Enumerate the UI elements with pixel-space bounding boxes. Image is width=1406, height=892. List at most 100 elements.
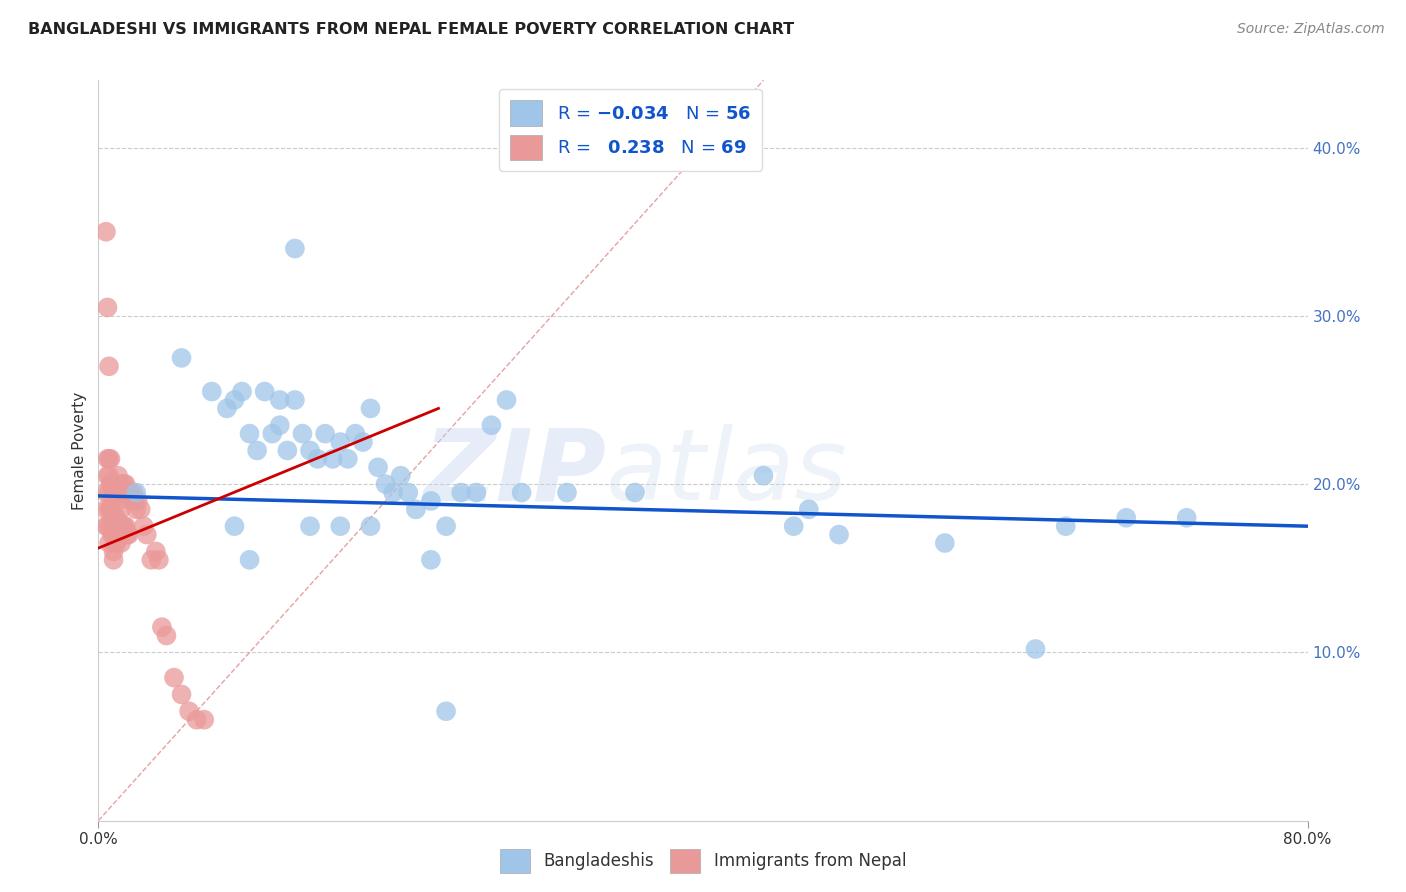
Point [555, 485, 578, 500]
Point [269, 392, 291, 407]
Point [100, 519, 122, 533]
Point [367, 460, 389, 475]
Point [114, 519, 136, 533]
Point [141, 553, 163, 567]
Point [105, 485, 128, 500]
Point [360, 401, 382, 416]
Point [105, 536, 128, 550]
Point [98, 468, 121, 483]
Point [100, 451, 122, 466]
Point [344, 426, 367, 441]
Point [96, 519, 118, 533]
Point [127, 494, 149, 508]
Point [420, 553, 443, 567]
Point [752, 468, 775, 483]
Point [94, 502, 117, 516]
Point [125, 485, 148, 500]
Point [94, 485, 117, 500]
Point [284, 242, 307, 256]
Point [179, 704, 201, 718]
Point [215, 401, 238, 416]
Point [396, 485, 419, 500]
Point [797, 502, 820, 516]
Point [107, 527, 129, 541]
Point [201, 384, 224, 399]
Legend: Bangladeshis, Immigrants from Nepal: Bangladeshis, Immigrants from Nepal [494, 842, 912, 880]
Point [420, 494, 443, 508]
Point [170, 351, 193, 365]
Point [246, 443, 269, 458]
Point [405, 502, 427, 516]
Point [98, 485, 121, 500]
Point [193, 713, 215, 727]
Point [103, 485, 125, 500]
Point [129, 502, 152, 516]
Point [107, 468, 129, 483]
Point [98, 359, 121, 374]
Point [360, 519, 382, 533]
Point [624, 485, 647, 500]
Point [352, 435, 374, 450]
Point [434, 519, 457, 533]
Point [336, 451, 359, 466]
Point [100, 502, 122, 516]
Point [934, 536, 956, 550]
Point [105, 510, 128, 524]
Point [1054, 519, 1077, 533]
Point [163, 671, 186, 685]
Point [299, 443, 322, 458]
Point [1175, 510, 1198, 524]
Point [112, 477, 135, 491]
Point [104, 510, 127, 524]
Point [224, 519, 246, 533]
Point [118, 485, 141, 500]
Point [276, 443, 298, 458]
Point [121, 494, 143, 508]
Text: ZIP: ZIP [423, 425, 606, 521]
Point [98, 451, 121, 466]
Point [450, 485, 472, 500]
Text: atlas: atlas [606, 425, 848, 521]
Point [135, 527, 157, 541]
Point [108, 519, 131, 533]
Point [434, 704, 457, 718]
Point [481, 418, 503, 433]
Point [783, 519, 806, 533]
Point [314, 426, 336, 441]
Point [389, 468, 412, 483]
Point [103, 510, 125, 524]
Point [495, 392, 517, 407]
Point [115, 485, 138, 500]
Point [231, 384, 253, 399]
Point [253, 384, 276, 399]
Point [1024, 642, 1046, 657]
Point [110, 477, 132, 491]
Point [115, 527, 138, 541]
Point [186, 713, 208, 727]
Point [291, 426, 314, 441]
Point [96, 451, 118, 466]
Point [382, 485, 405, 500]
Point [262, 426, 284, 441]
Point [170, 688, 193, 702]
Point [155, 628, 177, 642]
Point [107, 494, 129, 508]
Point [98, 536, 121, 550]
Point [224, 392, 246, 407]
Point [329, 519, 352, 533]
Point [122, 485, 145, 500]
Point [111, 519, 134, 533]
Point [101, 527, 124, 541]
Point [124, 494, 146, 508]
Point [145, 544, 167, 558]
Point [110, 536, 132, 550]
Point [150, 620, 173, 634]
Point [94, 225, 117, 239]
Legend: R = $\mathbf{-0.034}$   N = $\mathbf{56}$, R =   $\mathbf{0.238}$   N = $\mathbf: R = $\mathbf{-0.034}$ N = $\mathbf{56}$,… [499, 89, 762, 171]
Point [101, 477, 124, 491]
Point [104, 485, 127, 500]
Point [108, 485, 131, 500]
Point [828, 527, 851, 541]
Point [114, 477, 136, 491]
Point [103, 527, 125, 541]
